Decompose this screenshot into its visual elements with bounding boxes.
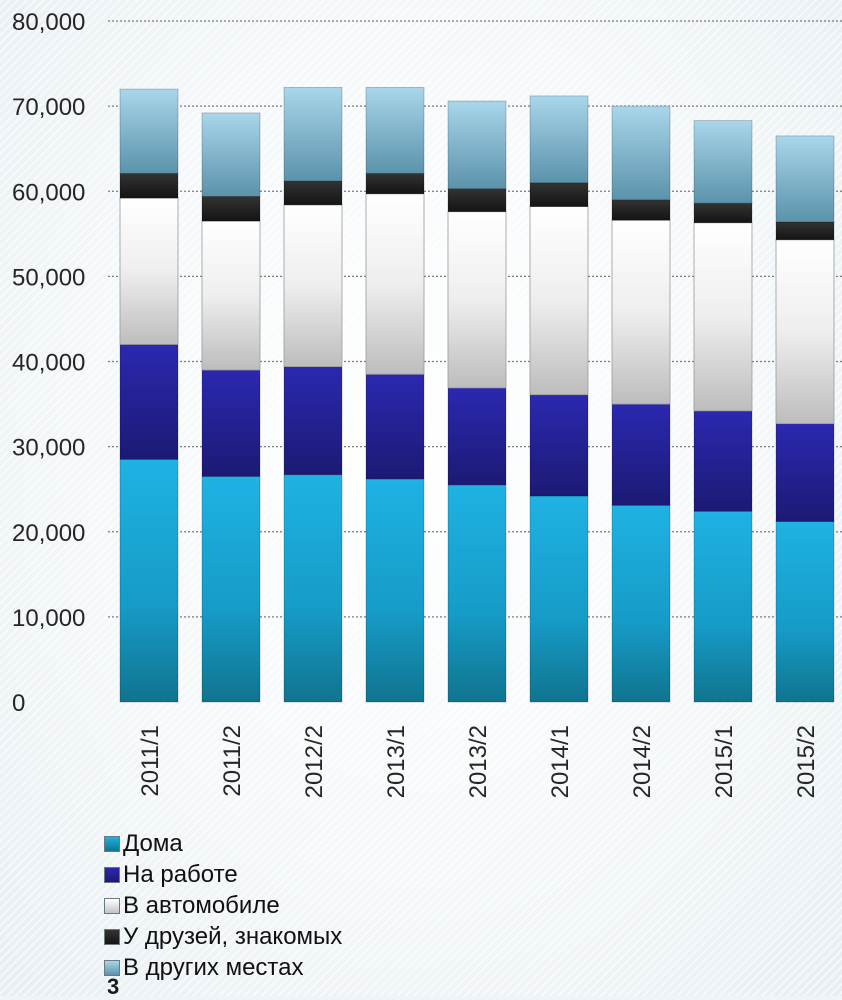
x-tick-label: 2013/1	[383, 725, 410, 798]
x-tick-label: 2013/2	[465, 725, 492, 798]
legend: Дома На работе В автомобиле У друзей, зн…	[104, 828, 342, 983]
legend-swatch-v-drugih	[104, 959, 120, 976]
x-tick-label: 2014/1	[547, 725, 574, 798]
bar-segment-v-drugih	[365, 86, 425, 174]
bar-segment-v-avtomobile	[611, 219, 671, 405]
bar-segment-u-druzey	[529, 182, 589, 207]
x-axis-ticks: 2011/1 2011/2 2012/2 2013/1 2013/2 2014/1 2014…	[137, 725, 820, 798]
bar-segment-v-drugih	[201, 112, 261, 197]
bar-segment-na-rabote	[365, 373, 425, 480]
y-tick-label: 30,000	[12, 435, 85, 462]
bar-segment-u-druzey	[447, 188, 507, 213]
bar-segment-v-drugih	[283, 86, 343, 182]
bar-segment-na-rabote	[529, 394, 589, 497]
y-tick-label: 40,000	[12, 350, 85, 377]
y-tick-label: 10,000	[12, 605, 85, 632]
legend-swatch-na-rabote	[104, 866, 120, 883]
y-tick-label: 70,000	[12, 94, 85, 121]
bar-segment-v-avtomobile	[365, 193, 425, 375]
bar-segment-doma	[119, 458, 179, 703]
bar-segment-u-druzey	[693, 202, 753, 224]
bar-segment-u-druzey	[119, 172, 179, 199]
bar-segment-v-drugih	[447, 100, 507, 190]
bar-segment-v-drugih	[529, 95, 589, 184]
bar-segment-doma	[201, 476, 261, 703]
y-axis-ticks: 0 10,000 20,000 30,000 40,000 50,000 60,000 70,…	[12, 9, 85, 717]
x-tick-label: 2015/1	[711, 725, 738, 798]
bar-segment-doma	[447, 484, 507, 703]
legend-swatch-doma	[104, 835, 120, 852]
bar-segment-na-rabote	[775, 423, 835, 522]
y-tick-label: 50,000	[12, 264, 85, 291]
x-tick-label: 2015/2	[793, 725, 820, 798]
bar-segment-doma	[693, 510, 753, 703]
bar-segment-u-druzey	[365, 172, 425, 195]
x-tick-label: 2011/2	[219, 725, 246, 797]
bar-segment-doma	[611, 504, 671, 703]
legend-label-na-rabote: На работе	[123, 861, 238, 888]
legend-item-na-rabote: На работе	[104, 859, 342, 890]
legend-swatch-v-avtomobile	[104, 897, 120, 914]
bar-segment-u-druzey	[775, 221, 835, 241]
bar-segment-doma	[775, 521, 835, 703]
bar-segment-na-rabote	[201, 369, 261, 477]
bar-segment-u-druzey	[611, 199, 671, 221]
y-tick-label: 80,000	[12, 9, 85, 36]
bar-segment-na-rabote	[611, 403, 671, 506]
legend-label-v-avtomobile: В автомобиле	[123, 892, 280, 919]
legend-label-v-drugih: В других местах	[123, 954, 304, 981]
bar-segment-v-drugih	[775, 135, 835, 223]
bar-segment-na-rabote	[119, 344, 179, 460]
y-tick-label: 0	[12, 690, 25, 717]
legend-label-doma: Дома	[123, 830, 183, 857]
bar-segment-doma	[283, 474, 343, 703]
bar-segment-doma	[365, 478, 425, 703]
bar-segment-v-avtomobile	[201, 220, 261, 371]
x-tick-label: 2012/2	[301, 725, 328, 798]
bars	[119, 86, 835, 703]
legend-item-doma: Дома	[104, 828, 342, 859]
bar-segment-v-avtomobile	[775, 239, 835, 425]
bar-segment-v-avtomobile	[283, 204, 343, 368]
y-tick-label: 60,000	[12, 179, 85, 206]
legend-item-v-avtomobile: В автомобиле	[104, 890, 342, 921]
bar-segment-v-avtomobile	[119, 197, 179, 345]
bar-segment-u-druzey	[283, 180, 343, 206]
legend-swatch-u-druzey	[104, 928, 120, 945]
x-tick-label: 2014/2	[629, 725, 656, 798]
bar-segment-v-avtomobile	[529, 206, 589, 396]
page-number: 3	[107, 974, 120, 999]
bar-segment-na-rabote	[283, 366, 343, 476]
x-tick-label: 2011/1	[137, 725, 164, 797]
bar-segment-v-avtomobile	[693, 222, 753, 412]
bar-segment-v-drugih	[119, 88, 179, 174]
legend-item-v-drugih: В других местах	[104, 952, 342, 983]
bar-segment-v-drugih	[693, 120, 753, 204]
bar-segment-doma	[529, 495, 589, 703]
bar-segment-v-drugih	[611, 105, 671, 201]
bar-segment-na-rabote	[447, 387, 507, 486]
legend-item-u-druzey: У друзей, знакомых	[104, 921, 342, 952]
bar-segment-na-rabote	[693, 410, 753, 512]
legend-label-u-druzey: У друзей, знакомых	[123, 923, 343, 950]
bar-segment-v-avtomobile	[447, 211, 507, 389]
bar-segment-u-druzey	[201, 195, 261, 222]
y-tick-label: 20,000	[12, 520, 85, 547]
stacked-bar-chart: 0 10,000 20,000 30,000 40,000 50,000 60,000 70,…	[12, 9, 842, 798]
